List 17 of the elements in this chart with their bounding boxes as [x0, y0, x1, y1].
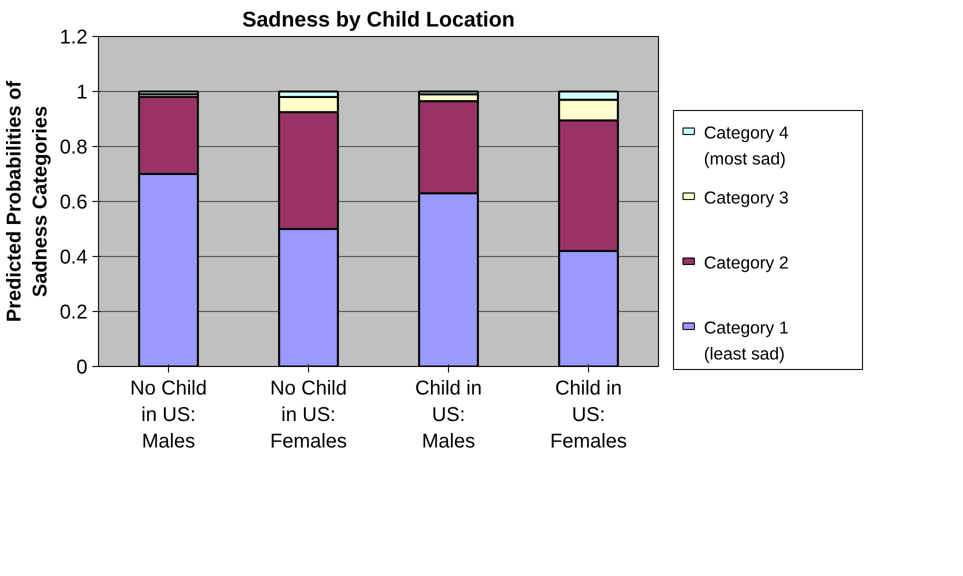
- x-tick-label: No Child in US: Males: [130, 378, 207, 452]
- x-tick-label: Child in US: Males: [415, 378, 482, 452]
- y-tick-label: 0.2: [60, 302, 88, 324]
- legend-label: Category 1 (least sad): [704, 317, 789, 364]
- y-tick-label: 1: [76, 82, 88, 104]
- y-axis-title: Predicted Probabilities of Sadness Categories: [3, 80, 52, 322]
- y-tick-label: 0.6: [60, 192, 88, 214]
- legend-label: Category 2: [704, 252, 789, 272]
- chart-title: Sadness by Child Location: [242, 8, 515, 32]
- legend-label: Category 4 (most sad): [704, 122, 790, 168]
- y-tick-label: 0.8: [60, 136, 88, 158]
- x-tick-label: Child in US: Females: [550, 378, 627, 452]
- legend-label: Category 3: [704, 187, 789, 208]
- y-tick-label: 0: [76, 356, 88, 378]
- y-tick-label: 1.2: [60, 26, 88, 48]
- y-tick-label: 0.4: [60, 246, 88, 268]
- x-tick-label: No Child in US: Females: [270, 378, 347, 452]
